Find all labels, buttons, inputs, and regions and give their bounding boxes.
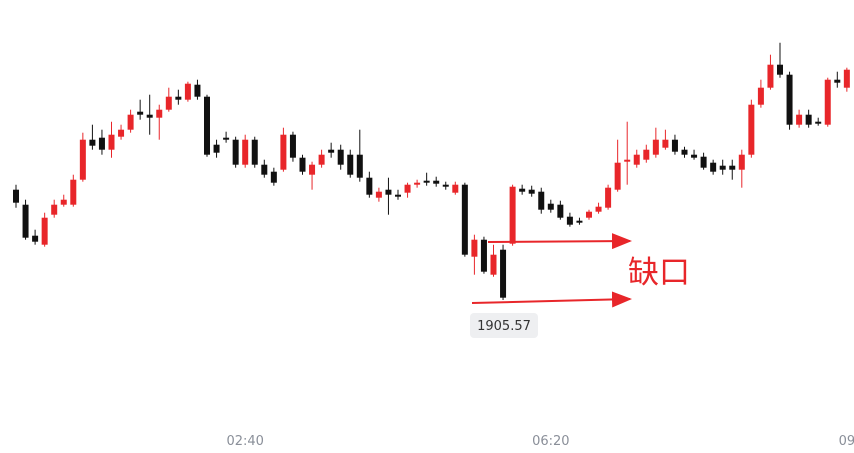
candle-body <box>461 184 468 255</box>
candle-body <box>309 164 316 175</box>
candle-body <box>815 121 822 124</box>
candle-body <box>385 189 392 195</box>
candle-body <box>175 96 182 100</box>
candle-body <box>70 179 77 205</box>
candle-body <box>738 154 745 170</box>
candle-body <box>328 149 335 153</box>
candle-body <box>605 187 612 208</box>
candle-body <box>757 87 764 105</box>
candle-body <box>710 162 717 172</box>
candle-body <box>51 204 58 215</box>
candle-body <box>691 154 698 158</box>
candle-body <box>519 188 526 192</box>
candle-body <box>146 114 153 118</box>
x-tick-label: 06:20 <box>532 434 569 449</box>
candle-body <box>337 149 344 165</box>
low-label-box <box>470 313 538 338</box>
candle-body <box>204 96 210 155</box>
candle-body <box>500 249 507 298</box>
candle-body <box>614 162 621 190</box>
candle-body <box>414 182 421 185</box>
candles <box>13 42 850 300</box>
candle-body <box>318 154 325 165</box>
candle-body <box>194 84 201 97</box>
candle-body <box>41 217 48 245</box>
candle-body <box>834 79 841 83</box>
candle-body <box>538 191 545 210</box>
candle-body <box>547 203 554 210</box>
candle-body <box>165 96 172 110</box>
candle-body <box>251 139 258 165</box>
candle-body <box>700 156 707 168</box>
candle-body <box>242 139 249 165</box>
candle-body <box>347 154 354 175</box>
candle-body <box>490 254 497 275</box>
candle-body <box>270 171 277 183</box>
candle-body <box>127 114 134 130</box>
candle-body <box>576 220 583 223</box>
candle-body <box>824 79 831 125</box>
candle-body <box>232 139 239 165</box>
candle-body <box>509 186 516 244</box>
candle-body <box>528 189 535 194</box>
candle-body <box>366 177 373 195</box>
candle-body <box>843 69 850 88</box>
candle-body <box>624 159 631 162</box>
candle-body <box>719 165 726 170</box>
candle-body <box>566 216 573 225</box>
candle-body <box>557 204 564 218</box>
candle-body <box>796 114 803 125</box>
low-label: 1905.57 <box>477 319 531 334</box>
candle-body <box>662 139 669 148</box>
gap-arrow-lower <box>471 291 632 308</box>
candle-body <box>156 109 163 118</box>
candle-body <box>777 64 783 75</box>
gap-arrow-upper <box>487 233 632 250</box>
candle-body <box>633 154 640 165</box>
candle-body <box>299 157 306 172</box>
candle-body <box>137 111 144 115</box>
candle-body <box>805 114 812 125</box>
candle-body <box>261 164 268 175</box>
candle-body <box>452 184 459 193</box>
candle-body <box>442 184 449 187</box>
candle-body <box>22 204 29 238</box>
candle-body <box>681 149 688 155</box>
candle-body <box>404 184 411 193</box>
candle-body <box>280 134 287 170</box>
candle-body <box>471 239 478 257</box>
candle-body <box>767 64 774 88</box>
candle-body <box>423 180 430 183</box>
gap-annotation: 缺口 <box>628 255 690 291</box>
candle-body <box>595 206 602 212</box>
candle-body <box>671 139 678 152</box>
candle-body <box>433 180 440 184</box>
candle-body <box>375 191 382 198</box>
candle-body <box>748 104 755 155</box>
candle-body <box>729 165 736 170</box>
candle-body <box>786 74 793 125</box>
candle-body <box>89 139 96 146</box>
candle-body <box>395 194 401 197</box>
candle-body <box>79 139 86 180</box>
x-tick-label: 02:40 <box>226 434 263 449</box>
candle-body <box>184 83 191 100</box>
candle-body <box>108 134 115 150</box>
candle-body <box>60 199 67 205</box>
candle-body <box>652 139 659 155</box>
candle-body <box>213 144 220 153</box>
candle-body <box>32 235 39 242</box>
candle-body <box>480 239 487 272</box>
candle-body <box>13 189 19 203</box>
candle-body <box>289 134 296 158</box>
x-tick-label: 09 <box>839 434 854 449</box>
candle-body <box>223 137 230 140</box>
candle-body <box>356 154 363 178</box>
candle-body <box>586 211 592 218</box>
candle-body <box>98 137 105 150</box>
candle-body <box>643 149 650 160</box>
candle-body <box>118 129 125 137</box>
